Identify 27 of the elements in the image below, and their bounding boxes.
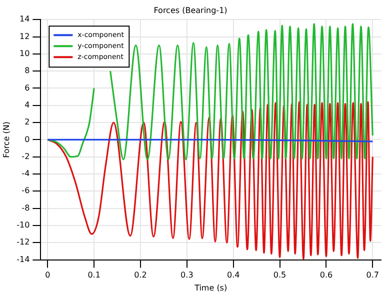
y-tick-label: -6	[22, 186, 30, 196]
y-tick-label: -10	[16, 220, 30, 230]
y-tick-label: -2	[22, 152, 30, 161]
y-axis-title: Force (N)	[2, 121, 11, 158]
y-tick-label: 8	[24, 66, 30, 76]
x-tick-label: 0.5	[273, 270, 286, 280]
y-tick-label: 14	[19, 14, 30, 24]
x-tick-label: 0	[45, 270, 50, 280]
y-tick-label: 10	[19, 48, 30, 58]
x-tick-label: 0.1	[88, 270, 100, 280]
y-tick-label: 6	[24, 83, 30, 92]
x-tick-label: 0.2	[134, 270, 147, 280]
x-tick-label: 0.6	[320, 270, 333, 280]
y-tick-label: 2	[24, 118, 30, 127]
chart-title: Forces (Bearing-1)	[154, 6, 228, 15]
y-tick-label: -12	[16, 238, 30, 247]
y-tick-label: 4	[24, 100, 30, 110]
x-tick-label: 0.7	[366, 270, 380, 280]
y-tick-label: -4	[22, 169, 30, 178]
y-tick-label: 0	[24, 134, 30, 144]
x-tick-label: 0.3	[180, 270, 194, 280]
y-tick-label: -14	[16, 254, 30, 264]
x-axis-title: Time (s)	[194, 283, 228, 292]
x-tick-label: 0.4	[226, 270, 240, 280]
y-tick-label: 12	[19, 32, 30, 41]
y-tick-label: -8	[22, 203, 30, 212]
line-series	[46, 101, 374, 260]
